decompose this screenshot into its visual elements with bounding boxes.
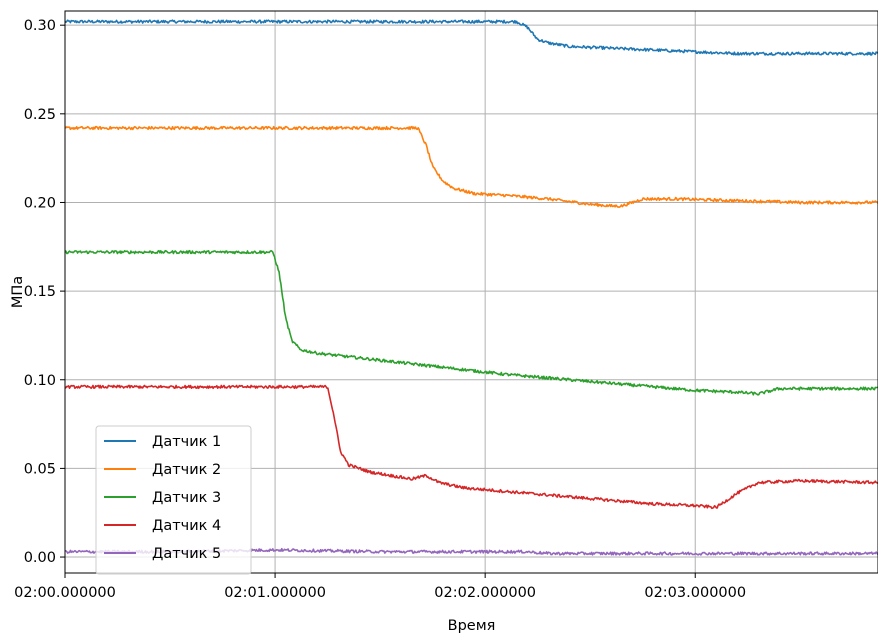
- y-tick-label: 0.15: [24, 284, 56, 300]
- y-tick-label: 0.30: [24, 18, 56, 34]
- y-tick-label: 0.05: [24, 461, 56, 477]
- series-line-2: [64, 125, 878, 208]
- x-tick-label: 02:01.000000: [224, 585, 326, 601]
- series-line-1: [64, 19, 878, 56]
- axis-ticks: 02:00.000000 02:01.000000 02:02.000000 02:0…: [14, 18, 746, 601]
- y-tick-label: 0.10: [24, 373, 56, 389]
- plot-frame: [64, 10, 878, 574]
- series-lines: [64, 19, 878, 556]
- x-tick-label: 02:00.000000: [14, 585, 116, 601]
- y-tick-label: 0.00: [24, 550, 56, 566]
- legend-label: Датчик 2: [152, 462, 221, 478]
- y-axis-label: МПа: [10, 276, 26, 308]
- legend-box: [95, 425, 252, 575]
- legend-label: Датчик 3: [152, 490, 221, 506]
- series-line-3: [64, 249, 878, 396]
- legend-label: Датчик 4: [152, 518, 221, 534]
- x-tick-label: 02:03.000000: [644, 585, 746, 601]
- legend: Датчик 1 Датчик 2 Датчик 3 Датчик 4 Датчик 5: [95, 425, 252, 575]
- x-axis-label: Время: [448, 618, 496, 634]
- legend-label: Датчик 1: [152, 434, 221, 450]
- legend-label: Датчик 5: [152, 546, 221, 562]
- x-tick-label: 02:02.000000: [434, 585, 536, 601]
- y-tick-label: 0.25: [24, 107, 56, 123]
- y-tick-label: 0.20: [24, 195, 56, 211]
- series-line-4: [64, 384, 878, 510]
